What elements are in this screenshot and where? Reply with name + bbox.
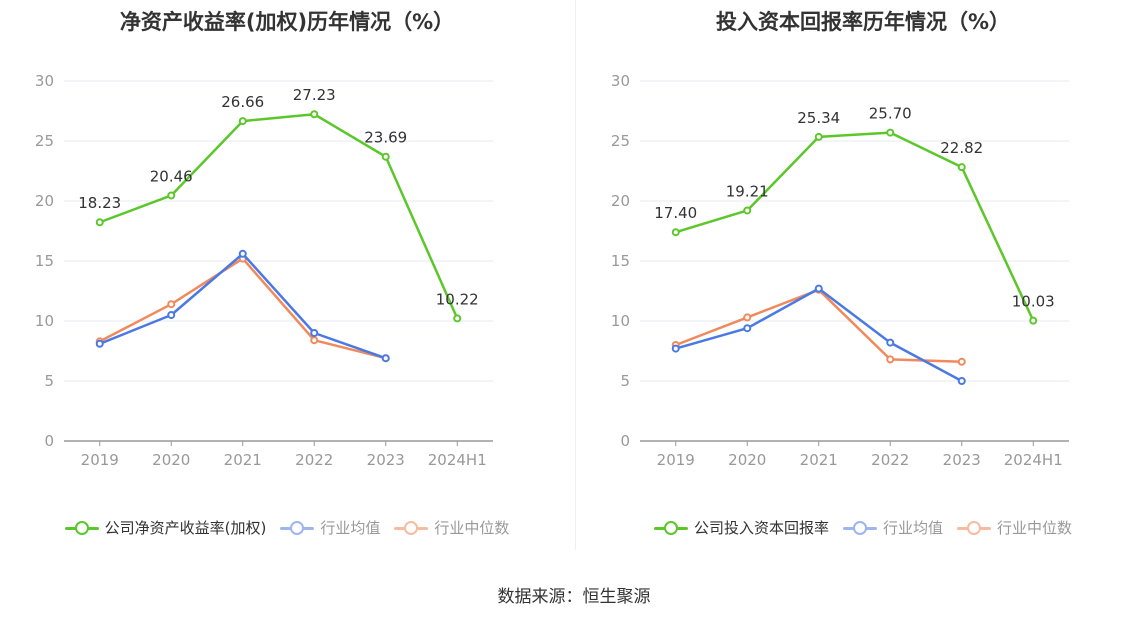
data-point <box>814 284 823 293</box>
y-tick-label: 25 <box>611 132 630 150</box>
data-point <box>743 324 752 333</box>
data-point <box>238 249 247 258</box>
chart-title: 净资产收益率(加权)历年情况（%） <box>119 10 455 34</box>
data-point <box>238 117 247 126</box>
legend-line-circle-icon <box>280 520 315 536</box>
data-point <box>957 377 966 385</box>
legend-item-company[interactable]: 公司投入资本回报率 <box>653 517 829 538</box>
legend-label: 行业中位数 <box>997 519 1073 537</box>
x-tick-label: 2021 <box>800 451 838 469</box>
series-line <box>99 252 387 360</box>
legend-item-industry-average[interactable]: 行业均值 <box>842 517 943 538</box>
data-label: 22.82 <box>940 139 983 157</box>
data-label: 20.46 <box>150 167 193 185</box>
data-point <box>671 344 680 353</box>
data-point <box>743 313 752 322</box>
data-point <box>957 163 966 172</box>
data-point <box>453 314 462 323</box>
legend: 公司净资产收益率(加权) 行业均值 行业中位数 <box>0 517 574 538</box>
x-tick-label: 2020 <box>152 451 190 469</box>
data-point <box>167 191 176 200</box>
data-label: 25.70 <box>869 105 912 123</box>
roic-line-chart: 0 5 10 15 20 25 30 2019 2020 2021 2022 2023 2024H1 17… <box>611 72 1069 469</box>
y-tick-label: 0 <box>620 432 630 450</box>
data-point <box>381 152 390 161</box>
data-point <box>167 311 176 319</box>
legend-line-circle-icon <box>842 520 877 536</box>
series-line <box>99 112 459 319</box>
legend-label: 行业均值 <box>882 519 943 537</box>
legend-label: 公司净资产收益率(加权) <box>104 519 267 537</box>
data-point <box>886 355 895 364</box>
x-tick-label: 2022 <box>871 451 909 469</box>
data-label: 18.23 <box>78 194 121 212</box>
y-tick-label: 20 <box>611 192 630 210</box>
x-tick-label: 2019 <box>81 451 119 469</box>
legend-line-circle-icon <box>394 520 429 536</box>
data-point <box>1029 316 1038 325</box>
data-label: 17.40 <box>654 204 697 222</box>
x-tick-label: 2021 <box>224 451 262 469</box>
data-label: 26.66 <box>221 93 264 111</box>
legend-item-industry-median[interactable]: 行业中位数 <box>957 517 1072 538</box>
data-label: 25.34 <box>797 109 840 127</box>
data-point <box>957 357 966 366</box>
x-tick-label: 2023 <box>367 451 405 469</box>
data-point <box>310 336 319 345</box>
data-point <box>886 128 895 137</box>
chart-title: 投入资本回报率历年情况（%） <box>715 10 1011 34</box>
data-label: 23.69 <box>364 129 407 147</box>
legend-item-company[interactable]: 公司净资产收益率(加权) <box>64 517 267 538</box>
series-line <box>675 288 962 364</box>
data-point <box>310 110 319 119</box>
series-line <box>675 131 1035 322</box>
y-tick-label: 0 <box>44 432 54 450</box>
x-tick-label: 2022 <box>295 451 333 469</box>
roe-chart-panel: 净资产收益率(加权)历年情况（%） 0 5 10 15 20 25 30 2019 2020 20… <box>0 0 574 560</box>
roe-line-chart: 0 5 10 15 20 25 30 2019 2020 2021 2022 2023 2024H1 18… <box>35 72 493 469</box>
x-tick-label: 2019 <box>657 451 695 469</box>
x-tick-label: 2024H1 <box>1004 451 1063 469</box>
data-point <box>814 132 823 141</box>
legend-line-circle-icon <box>64 520 99 536</box>
data-label: 10.22 <box>436 290 479 308</box>
x-tick-label: 2023 <box>943 451 981 469</box>
y-tick-label: 5 <box>620 372 630 390</box>
legend-label: 行业中位数 <box>434 519 510 537</box>
data-label: 19.21 <box>726 182 769 200</box>
y-tick-label: 20 <box>35 192 54 210</box>
legend-item-industry-average[interactable]: 行业均值 <box>280 517 380 538</box>
data-point <box>886 338 895 347</box>
roic-chart-panel: 投入资本回报率历年情况（%） 0 5 10 15 20 25 30 2019 2020 2021 2… <box>576 0 1148 560</box>
y-tick-label: 25 <box>35 132 54 150</box>
data-label: 10.03 <box>1012 293 1055 311</box>
series-line <box>675 287 963 383</box>
data-label: 27.23 <box>293 86 336 104</box>
data-point <box>671 228 680 237</box>
y-tick-label: 30 <box>611 72 630 90</box>
legend: 公司投入资本回报率 行业均值 行业中位数 <box>576 517 1148 538</box>
data-point <box>381 354 390 363</box>
y-tick-label: 5 <box>44 372 54 390</box>
legend-label: 公司投入资本回报率 <box>693 519 829 537</box>
x-tick-label: 2024H1 <box>428 451 487 469</box>
legend-line-circle-icon <box>957 520 991 536</box>
data-point <box>743 206 752 215</box>
data-source-note: 数据来源：恒生聚源 <box>497 587 651 607</box>
y-tick-label: 30 <box>35 72 54 90</box>
data-point <box>95 218 104 227</box>
data-point <box>310 329 319 337</box>
data-point <box>95 339 104 348</box>
y-tick-label: 15 <box>35 252 54 270</box>
y-tick-label: 10 <box>35 312 54 330</box>
y-tick-label: 15 <box>611 252 630 270</box>
panel-divider <box>575 0 576 550</box>
legend-label: 行业均值 <box>320 519 381 537</box>
legend-item-industry-median[interactable]: 行业中位数 <box>394 517 509 538</box>
x-tick-label: 2020 <box>728 451 766 469</box>
y-tick-label: 10 <box>611 312 630 330</box>
legend-line-circle-icon <box>653 520 688 536</box>
data-point <box>167 300 176 309</box>
